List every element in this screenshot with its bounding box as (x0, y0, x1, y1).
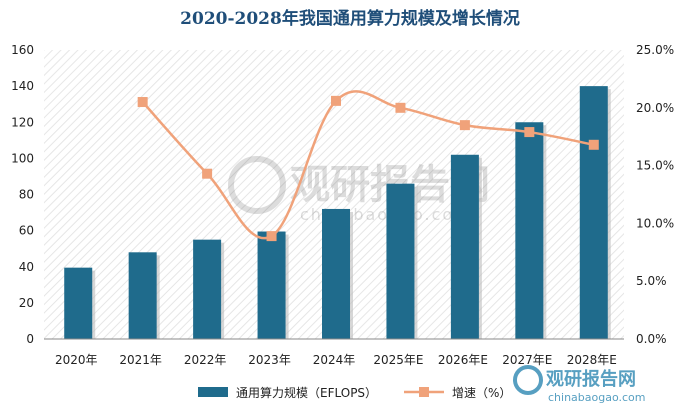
bar (450, 154, 479, 339)
line-point (459, 120, 470, 131)
corner-logo-icon (513, 365, 543, 395)
bar (257, 231, 286, 339)
watermark-logo-icon (228, 156, 286, 214)
corner-watermark-name: 观研报告网 (546, 368, 636, 390)
right-tick-label: 10.0% (636, 216, 674, 230)
bar (515, 122, 544, 339)
legend-label-line: 增速（%） (452, 386, 511, 400)
legend-swatch-bar (198, 387, 228, 397)
left-tick-label: 60 (19, 224, 34, 238)
legend-label-bar: 通用算力规模（EFLOPS） (236, 385, 377, 400)
bar (64, 267, 93, 339)
bar-series (64, 86, 611, 339)
bar (386, 183, 415, 339)
right-tick-label: 25.0% (636, 43, 674, 57)
x-tick-label: 2025年E (373, 353, 423, 367)
legend-swatch-marker (419, 387, 429, 397)
line-point (524, 127, 535, 138)
left-tick-label: 0 (26, 332, 34, 346)
legend: 通用算力规模（EFLOPS） 增速（%） (198, 385, 511, 400)
corner-watermark-url: chinabaogao.com (548, 391, 646, 404)
right-tick-label: 20.0% (636, 101, 674, 115)
line-point (331, 95, 341, 106)
x-tick-label: 2026年E (438, 353, 488, 367)
left-tick-label: 140 (11, 79, 34, 93)
left-tick-label: 80 (19, 188, 34, 202)
x-tick-label: 2020年 (55, 353, 98, 367)
right-tick-label: 15.0% (636, 159, 674, 173)
x-tick-label: 2027年E (502, 353, 552, 367)
bar (193, 239, 222, 339)
chart-title: 2020-2028年我国通用算力规模及增长情况 (180, 8, 520, 29)
bar (579, 86, 608, 339)
right-tick-label: 0.0% (636, 332, 667, 346)
line-series (137, 90, 599, 242)
left-tick-label: 160 (11, 43, 34, 57)
line-point (588, 139, 599, 150)
line-point (202, 168, 213, 179)
line-point (266, 231, 277, 242)
line-point (395, 102, 406, 113)
left-tick-label: 20 (19, 296, 34, 310)
line-point (137, 97, 148, 108)
x-tick-label: 2028年E (567, 353, 617, 367)
corner-watermark: 观研报告网 chinabaogao.com (513, 365, 646, 404)
left-tick-label: 40 (19, 260, 34, 274)
x-tick-label: 2023年 (248, 353, 291, 367)
x-tick-label: 2022年 (184, 353, 227, 367)
left-axis: 0 20 40 60 80 100 120 140 160 (11, 43, 34, 346)
x-tick-label: 2024年 (313, 353, 356, 367)
bar (322, 208, 350, 339)
x-axis: 2020年 2021年 2022年 2023年 2024年 2025年E 2026年E 202… (55, 353, 617, 367)
growth-line (141, 90, 595, 240)
right-axis: 0.0% 5.0% 10.0% 15.0% 20.0% 25.0% (636, 43, 674, 346)
bar (128, 252, 157, 339)
right-tick-label: 5.0% (636, 274, 667, 288)
left-tick-label: 100 (11, 151, 34, 165)
left-tick-label: 120 (11, 115, 34, 129)
x-tick-label: 2021年 (119, 353, 162, 367)
